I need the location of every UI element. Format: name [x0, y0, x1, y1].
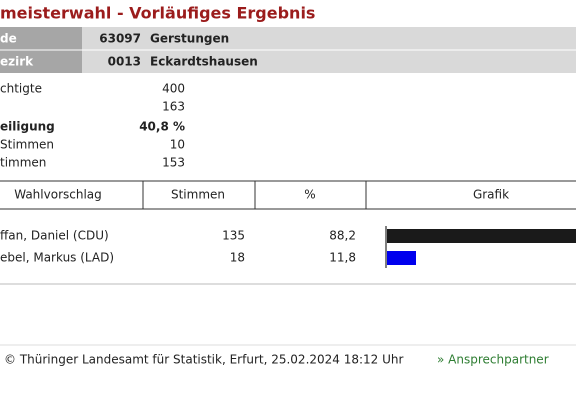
stat-value: 163: [162, 100, 185, 114]
region-label: de: [0, 32, 17, 46]
region-code: 63097: [99, 32, 141, 46]
percent: 11,8: [329, 251, 356, 265]
stat-value: 10: [170, 138, 185, 152]
region-code: 0013: [108, 55, 141, 69]
stat-value: 153: [162, 156, 185, 170]
region-label: ezirk: [0, 55, 34, 69]
stat-label: chtigte: [0, 82, 42, 96]
title: meisterwahl - Vorläufiges Ergebnis: [0, 4, 315, 23]
region-name: Eckardtshausen: [150, 55, 258, 69]
stat-label: Stimmen: [0, 138, 54, 152]
contact-link[interactable]: » Ansprechpartner: [437, 353, 549, 367]
stat-value: 40,8 %: [139, 120, 185, 134]
column-header: Stimmen: [171, 188, 225, 202]
votes: 135: [222, 229, 245, 243]
candidate-name: ffan, Daniel (CDU): [0, 229, 109, 243]
bar: [387, 251, 416, 265]
votes: 18: [230, 251, 245, 265]
bar: [387, 229, 576, 243]
percent: 88,2: [329, 229, 356, 243]
stat-value: 400: [162, 82, 185, 96]
column-header: %: [304, 188, 315, 202]
column-header: Wahlvorschlag: [14, 188, 102, 202]
column-header: Grafik: [473, 188, 509, 202]
footer-text: © Thüringer Landesamt für Statistik, Erf…: [4, 353, 404, 367]
stat-label: eiligung: [0, 120, 55, 134]
stat-label: timmen: [0, 156, 46, 170]
candidate-name: ebel, Markus (LAD): [0, 251, 114, 265]
region-name: Gerstungen: [150, 32, 229, 46]
